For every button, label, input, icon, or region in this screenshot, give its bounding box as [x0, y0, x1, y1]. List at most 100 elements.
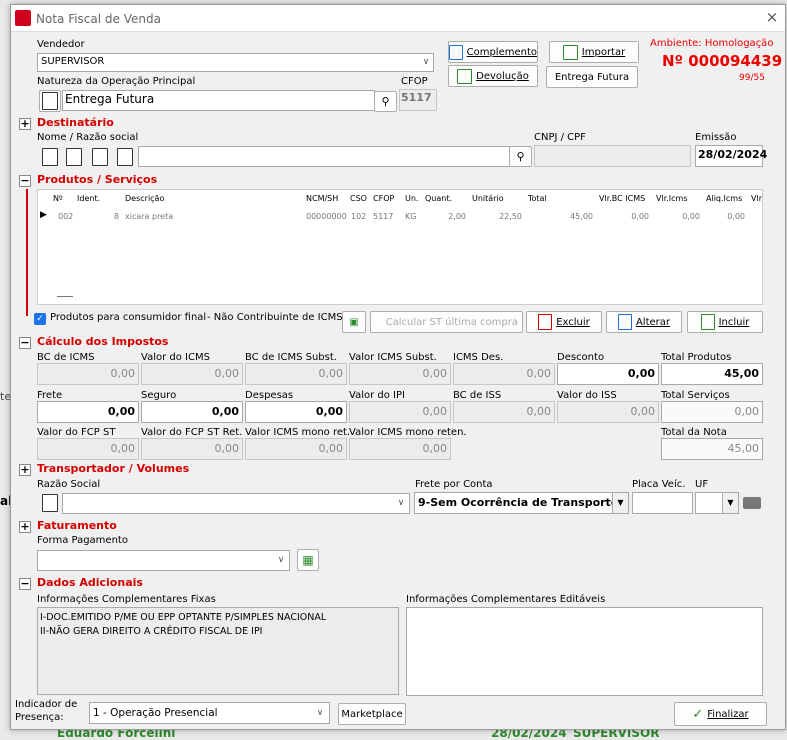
field-value: 45,00 [727, 442, 760, 455]
field-box [37, 438, 139, 460]
field-box[interactable] [141, 401, 243, 423]
field-value: 0,00 [214, 367, 240, 380]
label: UF [695, 479, 709, 490]
search-button[interactable]: ⚲ [374, 91, 397, 112]
column-header: CFOP [373, 194, 395, 203]
checkbox[interactable]: ✓ [34, 313, 46, 325]
app-icon [15, 10, 31, 26]
vendedor-select[interactable] [37, 53, 434, 72]
section-toggle[interactable]: + [19, 117, 31, 130]
button-label: Importar [581, 46, 626, 58]
button-label: Alterar [635, 316, 671, 328]
column-header: Un. [405, 194, 419, 203]
emissao-input[interactable] [695, 145, 763, 167]
field-value: 0,00 [422, 405, 448, 418]
field-box [661, 438, 763, 460]
field-value: 0,00 [214, 442, 240, 455]
button[interactable]: Excluir [526, 311, 602, 333]
field-box[interactable] [245, 401, 347, 423]
bg-fragment: al [0, 494, 13, 508]
table-cell: 0,00 [631, 212, 649, 221]
button[interactable]: Importar [549, 41, 639, 63]
field-box [661, 401, 763, 423]
icon [42, 494, 58, 512]
button[interactable]: Complemento [448, 41, 538, 63]
field-value: 0,00 [211, 405, 239, 418]
column-header: CSO [350, 194, 367, 203]
field-value: 0,00 [526, 405, 552, 418]
forma-select[interactable] [37, 550, 290, 571]
nome-input[interactable] [138, 146, 510, 167]
placa-input[interactable] [632, 492, 693, 514]
button[interactable]: Calcular ST última compra [370, 311, 523, 333]
label: Vendedor [37, 39, 85, 50]
razao-select[interactable] [62, 493, 410, 514]
icon-button[interactable] [114, 146, 136, 168]
field-box [141, 363, 243, 385]
calc-button[interactable]: ▦ [297, 549, 319, 571]
section-toggle[interactable]: − [19, 336, 31, 349]
section-toggle[interactable]: + [19, 463, 31, 476]
field-value: 0,00 [422, 442, 448, 455]
field-value: 0,00 [318, 442, 344, 455]
nota-numero: Nº 000094439 [662, 52, 783, 70]
field-box [349, 438, 451, 460]
close-button[interactable]: × [765, 8, 779, 26]
button[interactable]: Alterar [606, 311, 682, 333]
button[interactable]: Devolução [448, 65, 538, 87]
column-header: NCM/SH [306, 194, 339, 203]
icon-button[interactable] [39, 146, 61, 168]
section-toggle[interactable]: + [19, 520, 31, 533]
icon [66, 148, 82, 166]
icon-button[interactable]: ▣ [342, 311, 366, 333]
editaveis-box[interactable] [406, 607, 763, 696]
button-icon [617, 314, 632, 330]
section-title: Transportador / Volumes [37, 462, 190, 475]
icon [117, 148, 133, 166]
column-header: Vlr.BC ICMS [599, 194, 646, 203]
window-title: Nota Fiscal de Venda [36, 12, 161, 26]
field-label: Valor ICMS mono reten. [349, 427, 467, 438]
button[interactable]: Marketplace [338, 703, 406, 725]
field-label: ICMS Des. [453, 352, 504, 363]
field-label: Valor do ISS [557, 390, 617, 401]
label: CNPJ / CPF [534, 132, 586, 143]
text-line: II-NÃO GERA DIREITO A CRÉDITO FISCAL DE … [40, 626, 263, 637]
button[interactable]: ✓ Finalizar [674, 702, 767, 726]
icon [92, 148, 108, 166]
select-value: SUPERVISOR [41, 56, 105, 67]
field-box [453, 363, 555, 385]
label: CFOP [401, 76, 428, 87]
label: Emissão [695, 132, 737, 143]
label: Informações Complementares Editáveis [406, 594, 606, 605]
icon-button[interactable] [39, 90, 61, 112]
dropdown-button: ▼ [722, 493, 738, 513]
select-value: 1 - Operação Presencial [93, 707, 218, 719]
icon-button[interactable] [63, 146, 85, 168]
field-label: Frete [37, 390, 63, 401]
field-value: 0,00 [315, 405, 343, 418]
section-toggle[interactable]: − [19, 174, 31, 187]
field-box[interactable] [661, 363, 763, 385]
field-box[interactable] [557, 363, 659, 385]
emissao-value: 28/02/2024 [698, 148, 768, 161]
section-toggle[interactable]: − [19, 577, 31, 590]
scroll-grip [57, 296, 73, 297]
button[interactable]: Incluir [687, 311, 763, 333]
button-label: Devolução [476, 70, 529, 82]
button-label: Entrega Futura [554, 71, 630, 83]
label: Razão Social [37, 479, 101, 490]
table-cell: 00000000 [306, 212, 347, 221]
icon-button[interactable] [39, 492, 61, 514]
field-box[interactable] [37, 401, 139, 423]
frete-select[interactable] [414, 492, 629, 514]
indicador-select[interactable] [89, 702, 330, 724]
column-header: Nº [53, 194, 63, 203]
table-cell: xicara preta [125, 212, 174, 221]
icon [42, 148, 58, 166]
button-icon [449, 44, 463, 60]
icon-button[interactable] [89, 146, 111, 168]
button[interactable]: Entrega Futura [546, 66, 638, 88]
search-button[interactable]: ⚲ [509, 146, 532, 167]
button-icon [457, 68, 473, 84]
